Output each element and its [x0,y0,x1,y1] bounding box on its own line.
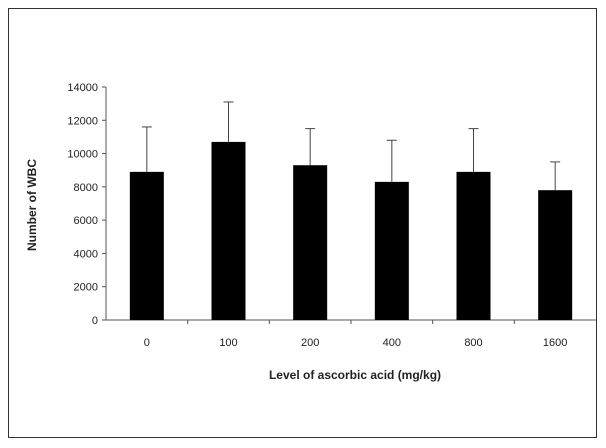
x-tick-label: 0 [144,337,150,349]
bar [456,171,491,320]
y-tick-label: 12000 [67,115,98,127]
x-ticks-group: 0 100 200 400 800 1600 [144,320,567,349]
y-tick-label: 14000 [67,82,98,94]
axes [105,87,596,321]
y-tick-label: 6000 [74,215,98,227]
x-tick-label: 100 [219,337,237,349]
y-ticks-group: 0 2000 4000 6000 8000 10000 12000 14000 [67,82,106,327]
x-tick-label: 200 [301,337,319,349]
x-tick-label: 1600 [543,337,567,349]
y-tick-label: 4000 [74,248,98,260]
bar [211,141,246,320]
y-tick-label: 0 [92,315,98,327]
bars-group [129,141,573,320]
x-tick-label: 800 [464,337,482,349]
bar [538,190,573,320]
x-tick-label: 400 [383,337,401,349]
bar [293,165,328,320]
y-tick-label: 2000 [74,282,98,294]
error-bars-group [141,101,561,191]
y-tick-label: 10000 [67,149,98,161]
bar [129,171,164,320]
bar [374,181,409,320]
y-tick-label: 8000 [74,182,98,194]
x-axis-title: Level of ascorbic acid (mg/kg) [269,368,441,382]
y-axis-title: Number of WBC [25,159,39,251]
